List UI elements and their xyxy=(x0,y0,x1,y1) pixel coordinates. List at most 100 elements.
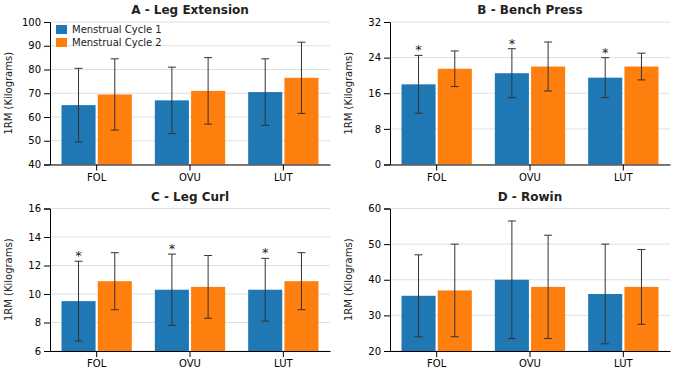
y-tick-mark xyxy=(384,93,390,94)
grid xyxy=(50,209,330,352)
y-tick-label: 16 xyxy=(368,88,381,99)
error-bar xyxy=(415,55,423,113)
x-tick-mark xyxy=(283,165,284,171)
error-bar xyxy=(601,58,609,98)
grid-line xyxy=(50,69,330,70)
y-tick: 30 xyxy=(368,310,390,321)
grid-line xyxy=(390,22,670,23)
error-bar xyxy=(415,255,423,337)
grid xyxy=(390,209,670,352)
y-axis: 405060708090100 xyxy=(22,17,51,171)
y-tick: 10 xyxy=(28,289,50,300)
y-tick-label: 0 xyxy=(375,159,381,170)
error-bar xyxy=(451,51,459,87)
title: B - Bench Press xyxy=(477,3,582,17)
annotation: * xyxy=(602,45,609,60)
annotations: *** xyxy=(415,36,609,60)
y-tick-mark xyxy=(44,165,50,166)
y-axis-title: 1RM (Kilograms) xyxy=(3,238,14,321)
y-axis: 08162432 xyxy=(368,17,390,171)
y-tick-mark xyxy=(44,323,50,324)
grid xyxy=(50,22,330,165)
y-tick: 8 xyxy=(375,124,390,135)
error-bar xyxy=(637,249,645,324)
y-tick-mark xyxy=(44,46,50,47)
y-tick-label: 8 xyxy=(35,317,41,328)
error-bar xyxy=(544,235,552,338)
error-bar xyxy=(261,59,269,126)
y-tick-mark xyxy=(44,237,50,238)
x-tick-mark xyxy=(96,165,97,171)
x-tick: LUT xyxy=(614,351,633,369)
legend-item: Menstrual Cycle 1 xyxy=(56,24,162,35)
legend-swatch xyxy=(56,25,67,34)
title: A - Leg Extension xyxy=(131,3,249,17)
y-tick-mark xyxy=(384,280,390,281)
error-bar xyxy=(111,59,119,130)
legend-swatch xyxy=(56,38,67,47)
x-tick: OVU xyxy=(519,351,541,369)
x-tick-label: OVU xyxy=(179,172,201,183)
error-bar xyxy=(204,256,212,319)
x-tick: FOL xyxy=(427,165,447,183)
y-tick-mark xyxy=(44,93,50,94)
title: D - Rowin xyxy=(498,190,563,204)
x-tick-label: FOL xyxy=(427,358,447,369)
grid-line xyxy=(50,237,330,238)
panel: ***6810121416FOLOVULUTC - Leg Curl1RM (K… xyxy=(3,190,331,370)
y-axis-line xyxy=(384,23,391,166)
grid-line xyxy=(390,208,670,209)
error-bar xyxy=(451,244,459,337)
x-tick: LUT xyxy=(614,165,633,183)
panel: 2030405060FOLOVULUTD - Rowin1RM (Kilogra… xyxy=(343,190,671,370)
y-tick-label: 32 xyxy=(368,17,381,28)
y-tick: 100 xyxy=(22,17,50,28)
y-tick-label: 40 xyxy=(28,159,41,170)
y-tick-label: 16 xyxy=(28,203,41,214)
error-bar xyxy=(111,253,119,310)
y-tick: 40 xyxy=(368,274,390,285)
y-tick-mark xyxy=(384,165,390,166)
x-tick-mark xyxy=(623,165,624,171)
grid-line xyxy=(50,265,330,266)
error-bar xyxy=(297,42,305,113)
error-bar xyxy=(297,253,305,310)
legend-label: Menstrual Cycle 1 xyxy=(72,24,162,35)
title: C - Leg Curl xyxy=(151,190,229,204)
y-tick: 50 xyxy=(28,135,50,146)
figure: 405060708090100FOLOVULUTA - Leg Extensio… xyxy=(0,0,680,373)
y-tick-mark xyxy=(44,351,50,352)
x-axis: FOL OVU LUT xyxy=(391,351,671,369)
y-tick: 80 xyxy=(28,64,50,75)
legend-label: Menstrual Cycle 2 xyxy=(72,37,162,48)
y-tick-mark xyxy=(384,244,390,245)
y-tick: 12 xyxy=(28,260,50,271)
y-tick-mark xyxy=(384,315,390,316)
error-bar xyxy=(75,261,83,341)
grid-line xyxy=(50,22,330,23)
y-axis-title: 1RM (Kilograms) xyxy=(343,238,354,321)
error-bar xyxy=(601,244,609,344)
y-axis-line xyxy=(384,209,391,352)
x-tick: LUT xyxy=(274,351,293,369)
x-tick-mark xyxy=(530,351,531,357)
y-tick-label: 10 xyxy=(28,289,41,300)
annotation: * xyxy=(262,245,269,260)
y-tick-mark xyxy=(384,22,390,23)
grid-line xyxy=(50,208,330,209)
y-tick: 70 xyxy=(28,88,50,99)
legend-item: Menstrual Cycle 2 xyxy=(56,37,162,48)
x-tick-label: OVU xyxy=(519,358,541,369)
x-tick-label: LUT xyxy=(274,358,293,369)
y-tick: 50 xyxy=(368,239,390,250)
annotation: * xyxy=(169,241,176,256)
y-tick-label: 60 xyxy=(368,203,381,214)
x-tick-mark xyxy=(190,351,191,357)
y-tick-mark xyxy=(384,58,390,59)
y-tick: 60 xyxy=(368,203,390,214)
y-tick-mark xyxy=(44,70,50,71)
plot-area xyxy=(62,42,319,164)
y-tick-label: 50 xyxy=(28,135,41,146)
y-tick: 16 xyxy=(368,88,390,99)
x-tick-mark xyxy=(283,351,284,357)
